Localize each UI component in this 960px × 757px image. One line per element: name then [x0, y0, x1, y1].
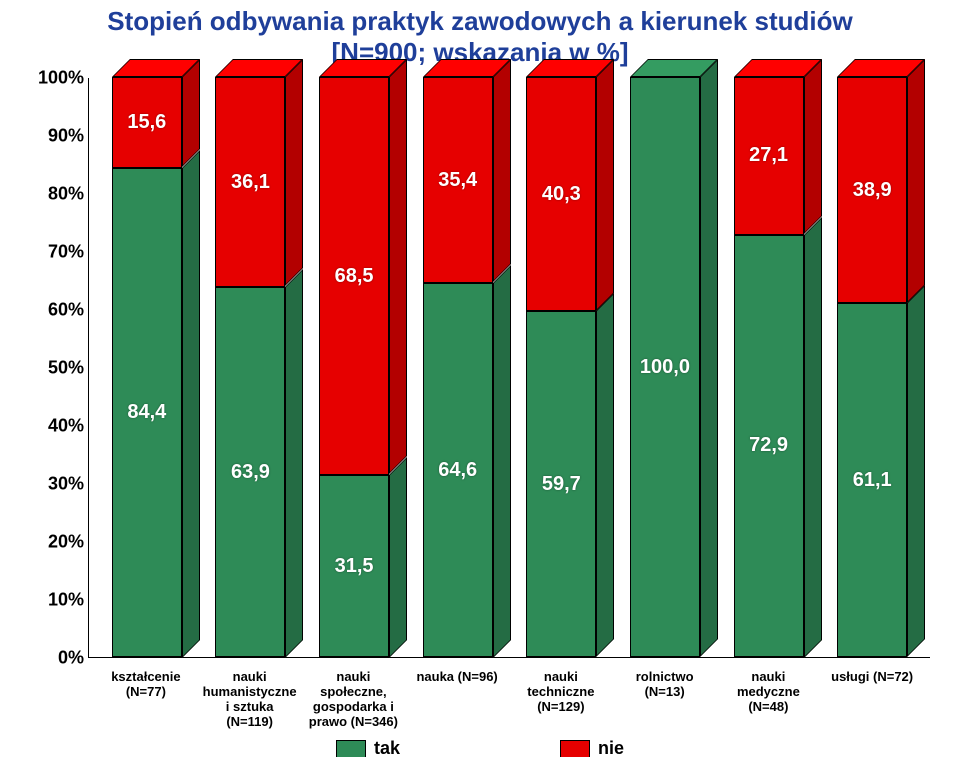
segment-nie-side	[389, 59, 407, 474]
y-tick: 80%	[48, 184, 84, 205]
segment-tak: 63,9	[215, 287, 285, 658]
bar: 63,9 36,1	[215, 77, 285, 657]
y-tick: 90%	[48, 126, 84, 147]
x-label: rolnictwo (N=13)	[613, 666, 717, 730]
segment-tak-side	[182, 150, 200, 658]
y-tick: 70%	[48, 242, 84, 263]
segment-tak: 84,4	[112, 168, 182, 658]
plot-area: 84,4 15,6 63,9 36,1 31,5 68,5 64,6 35,4 59,7 40,3…	[88, 78, 930, 658]
segment-nie-side	[907, 59, 925, 303]
bar: 64,6 35,4	[423, 77, 493, 657]
x-label: kształcenie (N=77)	[94, 666, 198, 730]
value-label-tak: 63,9	[231, 461, 270, 484]
y-tick: 100%	[38, 68, 84, 89]
segment-nie: 38,9	[837, 77, 907, 303]
segment-nie-side	[596, 59, 614, 311]
x-label: nauki społeczne, gospodarka i prawo (N=3…	[302, 666, 406, 730]
chart-area: 0%10%20%30%40%50%60%70%80%90%100% 84,415…	[30, 78, 930, 658]
bar: 61,1 38,9	[837, 77, 907, 657]
segment-tak: 31,5	[319, 475, 389, 658]
legend-label: nie	[598, 738, 624, 757]
value-label-tak: 61,1	[853, 469, 892, 492]
value-label-tak: 84,4	[127, 401, 166, 424]
bar-slot: 31,5 68,5	[302, 78, 406, 657]
segment-tak-side	[700, 59, 718, 657]
segment-nie-side	[285, 59, 303, 286]
legend-swatch	[336, 740, 366, 757]
segment-tak-side	[493, 265, 511, 658]
value-label-nie: 15,6	[127, 111, 166, 134]
legend-item: nie	[560, 738, 624, 757]
bar: 100,0	[630, 77, 700, 657]
y-axis: 0%10%20%30%40%50%60%70%80%90%100%	[30, 78, 88, 658]
value-label-nie: 36,1	[231, 171, 270, 194]
segment-nie: 68,5	[319, 77, 389, 474]
value-label-tak: 72,9	[749, 434, 788, 457]
segment-nie-side	[493, 59, 511, 282]
bar-slot: 100,0	[613, 78, 717, 657]
segment-tak: 100,0	[630, 77, 700, 657]
y-tick: 0%	[58, 648, 84, 669]
segment-tak: 72,9	[734, 235, 804, 658]
y-tick: 60%	[48, 300, 84, 321]
y-tick: 40%	[48, 416, 84, 437]
legend-swatch	[560, 740, 590, 757]
segment-tak-side	[804, 217, 822, 658]
segment-tak-side	[907, 285, 925, 657]
x-axis-labels: kształcenie (N=77)nauki humanistyczne i …	[88, 666, 930, 730]
bar: 72,9 27,1	[734, 77, 804, 657]
bar-slot: 64,6 35,4	[406, 78, 510, 657]
value-label-tak: 31,5	[335, 555, 374, 578]
segment-nie-side	[182, 59, 200, 167]
segment-tak-side	[389, 457, 407, 658]
x-label: nauka (N=96)	[405, 666, 509, 730]
bar: 84,4 15,6	[112, 77, 182, 657]
value-label-nie: 35,4	[438, 169, 477, 192]
segment-nie: 27,1	[734, 77, 804, 234]
bar-slot: 59,7 40,3	[510, 78, 614, 657]
bar-slot: 72,9 27,1	[717, 78, 821, 657]
segment-tak-side	[596, 293, 614, 657]
x-label: nauki humanistyczne i sztuka (N=119)	[198, 666, 302, 730]
y-tick: 20%	[48, 532, 84, 553]
legend: tak nie	[0, 738, 960, 757]
segment-nie: 15,6	[112, 77, 182, 167]
segment-nie: 35,4	[423, 77, 493, 282]
value-label-tak: 64,6	[438, 459, 477, 482]
x-label: usługi (N=72)	[820, 666, 924, 730]
bar-slot: 63,9 36,1	[199, 78, 303, 657]
value-label-tak: 100,0	[640, 356, 690, 379]
value-label-nie: 68,5	[335, 265, 374, 288]
x-label: nauki medyczne (N=48)	[717, 666, 821, 730]
y-tick: 30%	[48, 474, 84, 495]
segment-nie-side	[804, 59, 822, 234]
legend-item: tak	[336, 738, 400, 757]
x-label: nauki techniczne (N=129)	[509, 666, 613, 730]
segment-nie: 36,1	[215, 77, 285, 286]
segment-tak: 61,1	[837, 303, 907, 657]
segment-tak: 59,7	[526, 311, 596, 657]
bar-slot: 61,1 38,9	[820, 78, 924, 657]
bars-container: 84,4 15,6 63,9 36,1 31,5 68,5 64,6 35,4 59,7 40,3…	[89, 78, 930, 657]
segment-tak-side	[285, 269, 303, 658]
legend-label: tak	[374, 738, 400, 757]
value-label-nie: 38,9	[853, 179, 892, 202]
bar-slot: 84,4 15,6	[95, 78, 199, 657]
segment-tak: 64,6	[423, 283, 493, 658]
y-tick: 50%	[48, 358, 84, 379]
value-label-tak: 59,7	[542, 473, 581, 496]
bar: 31,5 68,5	[319, 77, 389, 657]
segment-nie: 40,3	[526, 77, 596, 311]
y-tick: 10%	[48, 590, 84, 611]
bar: 59,7 40,3	[526, 77, 596, 657]
value-label-nie: 40,3	[542, 183, 581, 206]
value-label-nie: 27,1	[749, 144, 788, 167]
